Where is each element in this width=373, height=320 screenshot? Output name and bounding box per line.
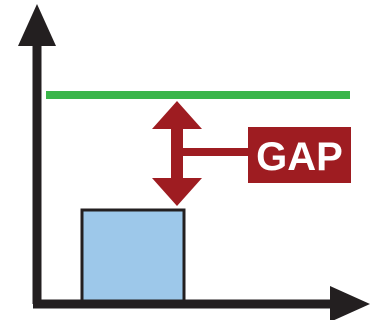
gap-arrow-head-down xyxy=(152,178,202,206)
gap-label-box xyxy=(248,127,351,183)
y-axis-arrow-icon xyxy=(18,4,56,46)
x-axis xyxy=(33,286,370,320)
y-axis xyxy=(18,4,56,304)
current-level-bar xyxy=(80,208,186,304)
gap-label: GAP xyxy=(256,135,343,179)
gap-arrow-head-up xyxy=(152,101,202,129)
gap-double-arrow-icon xyxy=(152,101,202,206)
gap-connector xyxy=(183,148,251,156)
x-axis-arrow-icon xyxy=(330,286,370,320)
gap-arrow-shaft xyxy=(171,122,183,190)
